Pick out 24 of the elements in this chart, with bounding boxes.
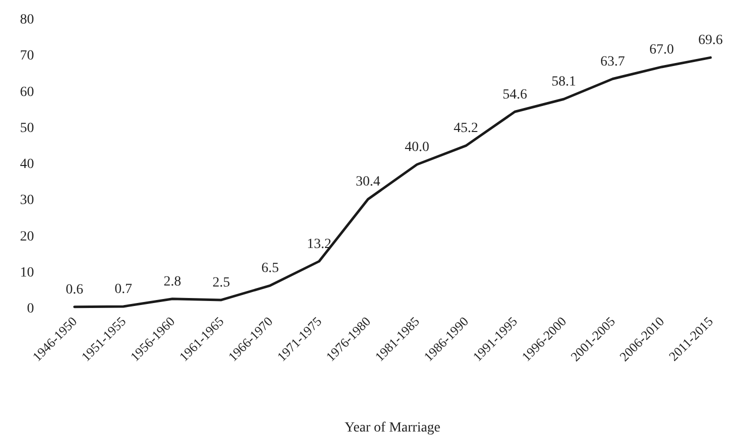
data-label: 63.7 [600, 54, 625, 70]
data-label: 0.7 [114, 282, 132, 297]
data-label: 2.8 [164, 274, 182, 290]
x-axis-title: Year of Marriage [344, 420, 440, 436]
data-label: 40.0 [404, 140, 430, 155]
data-label: 0.6 [66, 282, 84, 298]
data-label: 6.5 [261, 261, 279, 276]
y-tick-label: 70 [20, 48, 34, 64]
data-label: 13.2 [306, 236, 332, 252]
data-label: 54.6 [502, 87, 528, 102]
y-tick-label: 60 [20, 84, 34, 100]
y-tick-label: 10 [20, 265, 34, 280]
y-tick-label: 40 [20, 157, 34, 172]
data-label: 30.4 [356, 174, 380, 190]
data-label: 2.5 [212, 275, 230, 290]
y-tick-label: 20 [20, 229, 34, 244]
y-tick-label: 0 [27, 302, 34, 316]
y-tick-label: 80 [20, 12, 34, 28]
data-label: 69.6 [698, 33, 723, 48]
data-label: 58.1 [552, 74, 576, 90]
y-tick-label: 30 [20, 193, 34, 208]
y-tick-label: 50 [20, 120, 34, 136]
data-label: 45.2 [454, 121, 478, 136]
data-label: 67.0 [649, 42, 674, 58]
